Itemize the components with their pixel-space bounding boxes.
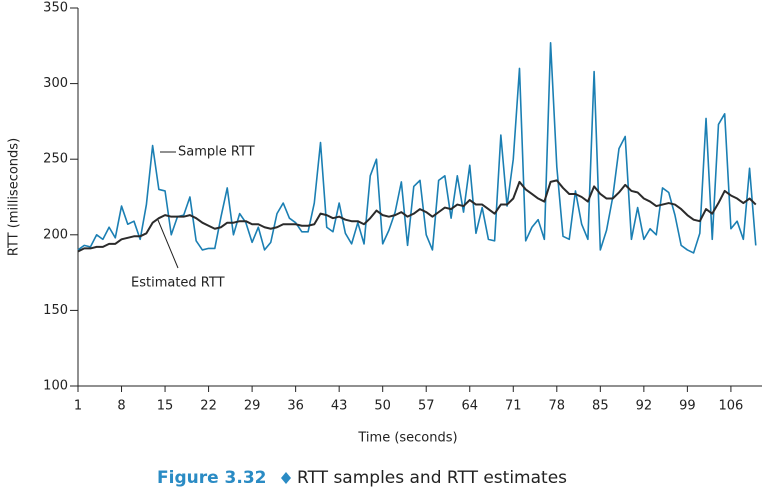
x-tick-label: 36: [287, 399, 304, 414]
x-tick-label: 85: [592, 399, 609, 414]
x-tick-label: 64: [461, 399, 478, 414]
y-tick-label: 100: [43, 379, 68, 394]
x-tick-label: 43: [331, 399, 348, 414]
caption: RTT samples and RTT estimates: [297, 468, 567, 488]
y-tick-label: 150: [43, 303, 68, 318]
series-line: [77, 179, 757, 253]
x-tick-label: 71: [505, 399, 522, 414]
x-tick-label: 29: [244, 399, 261, 414]
x-tick-label: 8: [117, 399, 125, 414]
caption-bullet: [281, 472, 291, 484]
x-tick-label: 78: [549, 399, 566, 414]
series-annotation: Sample RTT: [178, 145, 255, 160]
x-tick-label: 92: [636, 399, 653, 414]
series-line: [77, 41, 757, 254]
x-tick-label: 15: [157, 399, 174, 414]
x-tick-label: 50: [374, 399, 391, 414]
y-tick-label: 300: [43, 76, 68, 91]
y-tick-label: 250: [43, 152, 68, 167]
y-tick-label: 350: [43, 1, 68, 16]
x-tick-label: 22: [200, 399, 217, 414]
series-annotation: Estimated RTT: [131, 276, 225, 291]
x-tick-label: 1: [74, 399, 82, 414]
annotation-leader: [157, 219, 179, 269]
y-tick-label: 200: [43, 227, 68, 242]
y-axis-label: RTT (milliseconds): [7, 138, 22, 256]
figure-label: Figure 3.32: [157, 468, 267, 488]
x-tick-label: 99: [679, 399, 696, 414]
x-tick-label: 106: [718, 399, 743, 414]
x-axis-label: Time (seconds): [357, 431, 457, 446]
x-tick-label: 57: [418, 399, 435, 414]
